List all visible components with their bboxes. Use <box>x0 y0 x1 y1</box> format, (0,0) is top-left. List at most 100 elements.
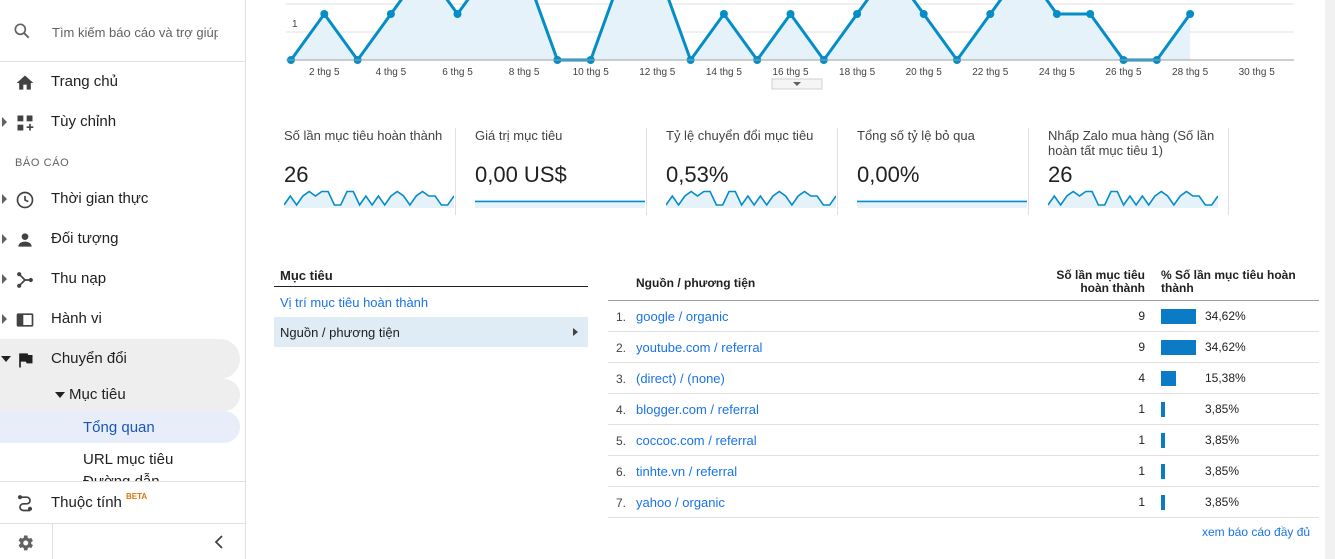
section-label-reports: BÁO CÁO <box>15 157 70 169</box>
sidebar: Trang chủ Tùy chỉnh BÁO CÁO Thời gian th… <box>0 0 246 559</box>
completions-value: 1 <box>1138 433 1145 447</box>
column-header-source: Nguồn / phương tiện <box>636 276 756 290</box>
y-tick-label: 1 <box>292 19 298 30</box>
sidebar-item-behavior[interactable]: Hành vi <box>0 299 240 339</box>
sidebar-item-label: Trang chủ <box>51 73 118 90</box>
source-link[interactable]: tinhte.vn / referral <box>636 464 738 479</box>
table-row: 2. youtube.com / referral 9 34,62% <box>608 332 1319 363</box>
sidebar-item-customization[interactable]: Tùy chỉnh <box>0 102 240 142</box>
x-tick-label: 14 thg 5 <box>706 67 743 78</box>
source-link[interactable]: youtube.com / referral <box>636 340 763 355</box>
x-tick-label: 20 thg 5 <box>906 67 943 78</box>
scrollbar-track[interactable] <box>1325 0 1335 559</box>
chart-point[interactable] <box>719 10 728 18</box>
percent-bar <box>1161 402 1165 417</box>
sparkline-line <box>1048 190 1218 207</box>
sidebar-item-acquisition[interactable]: Thu nạp <box>0 259 240 299</box>
sidebar-subitem-label: URL mục tiêu <box>83 451 174 468</box>
row-index: 2. <box>616 341 627 355</box>
source-link[interactable]: (direct) / (none) <box>636 371 725 386</box>
sidebar-subitem-goal-urls[interactable]: URL mục tiêu <box>0 446 240 474</box>
completions-value: 1 <box>1138 495 1145 509</box>
search-input[interactable] <box>52 22 218 42</box>
percent-value: 34,62% <box>1205 309 1246 323</box>
chart-expand-handle[interactable] <box>771 78 823 90</box>
metric-sparkline <box>857 200 1027 208</box>
sidebar-subitem-goals[interactable]: Mục tiêu <box>0 379 240 411</box>
sidebar-item-label: Thu nạp <box>51 270 107 287</box>
chart-point[interactable] <box>453 10 462 18</box>
completions-value: 1 <box>1138 464 1145 478</box>
metric-separator <box>455 128 456 215</box>
chart-point[interactable] <box>1186 10 1195 18</box>
column-header-percent: % Số lần mục tiêu hoàn thành <box>1161 268 1296 295</box>
sidebar-subitem-clipped[interactable]: Đường dẫn <box>83 473 160 481</box>
sparkline-fill <box>857 201 1027 208</box>
metric-separator <box>837 128 838 215</box>
search-icon[interactable] <box>12 21 32 41</box>
chart-point[interactable] <box>786 10 795 18</box>
metric-conversion-rate[interactable]: Tỷ lệ chuyển đổi mục tiêu 0,53% <box>646 128 836 218</box>
source-link[interactable]: blogger.com / referral <box>636 402 759 417</box>
row-index: 6. <box>616 465 627 479</box>
percent-bar <box>1161 340 1196 355</box>
percent-bar <box>1161 309 1196 324</box>
sidebar-subitem-overview[interactable]: Tổng quan <box>0 411 240 443</box>
table-row: 3. (direct) / (none) 4 15,38% <box>608 363 1319 394</box>
expand-caret-icon <box>2 274 7 284</box>
metric-abandonment-rate[interactable]: Tổng số tỷ lệ bỏ qua 0,00% <box>837 128 1027 218</box>
chart-point[interactable] <box>919 10 928 18</box>
chart-series-area <box>287 0 1195 64</box>
chart-point[interactable] <box>1086 10 1095 18</box>
sidebar-item-label: Hành vi <box>51 310 102 327</box>
x-tick-label: 10 thg 5 <box>573 67 610 78</box>
view-full-report-link[interactable]: xem báo cáo đầy đủ <box>1202 525 1311 539</box>
source-link[interactable]: coccoc.com / referral <box>636 433 757 448</box>
gear-icon[interactable] <box>15 533 35 553</box>
metric-name: Giá trị mục tiêu <box>475 128 563 143</box>
row-index: 1. <box>616 310 627 324</box>
x-tick-label: 22 thg 5 <box>972 67 1009 78</box>
sidebar-item-label: Tùy chỉnh <box>51 113 117 130</box>
completions-value: 9 <box>1138 309 1145 323</box>
metric-separator <box>1028 128 1029 215</box>
chart-point[interactable] <box>986 10 995 18</box>
dimension-selected-label: Nguồn / phương tiện <box>280 325 400 340</box>
chart-point[interactable] <box>1052 10 1061 18</box>
chart-point[interactable] <box>853 10 862 18</box>
metric-separator <box>646 128 647 215</box>
sidebar-item-property[interactable]: Thuộc tính BETA <box>0 481 245 523</box>
behavior-icon <box>16 313 34 327</box>
sidebar-item-realtime[interactable]: Thời gian thực <box>0 179 240 219</box>
metric-value: 26 <box>284 162 309 187</box>
x-tick-label: 26 thg 5 <box>1105 67 1142 78</box>
x-tick-label: 16 thg 5 <box>772 67 809 78</box>
expanded-caret-icon <box>55 392 65 398</box>
flag-icon <box>19 353 33 368</box>
chart-point[interactable] <box>320 10 329 18</box>
metric-goal-completions[interactable]: Số lần mục tiêu hoàn thành 26 <box>264 128 454 218</box>
expand-caret-icon <box>2 117 7 127</box>
chart-point[interactable] <box>386 10 395 18</box>
chevron-right-icon <box>573 328 578 336</box>
sidebar-item-audience[interactable]: Đối tượng <box>0 219 240 259</box>
metric-goal-1-completions[interactable]: Nhấp Zalo mua hàng (Số lần hoàn tất mục … <box>1028 128 1218 218</box>
sidebar-subitem-label: Mục tiêu <box>69 386 126 403</box>
source-link[interactable]: google / organic <box>636 309 729 324</box>
dimension-link-goal-location[interactable]: Vị trí mục tiêu hoàn thành <box>280 295 429 310</box>
sidebar-item-home[interactable]: Trang chủ <box>0 62 240 102</box>
sidebar-item-conversions[interactable]: Chuyển đổi <box>0 339 240 379</box>
source-link[interactable]: yahoo / organic <box>636 495 725 510</box>
row-index: 3. <box>616 372 627 386</box>
metric-sparkline <box>284 190 454 208</box>
dimension-selected-source-medium[interactable]: Nguồn / phương tiện <box>274 317 588 347</box>
x-tick-label: 28 thg 5 <box>1172 67 1209 78</box>
x-tick-label: 2 thg 5 <box>309 67 340 78</box>
percent-value: 3,85% <box>1205 433 1240 447</box>
collapse-sidebar-icon[interactable] <box>212 534 228 550</box>
percent-value: 34,62% <box>1205 340 1246 354</box>
acquisition-icon <box>17 272 33 288</box>
x-tick-label: 24 thg 5 <box>1039 67 1076 78</box>
metric-goal-value[interactable]: Giá trị mục tiêu 0,00 US$ <box>455 128 645 218</box>
